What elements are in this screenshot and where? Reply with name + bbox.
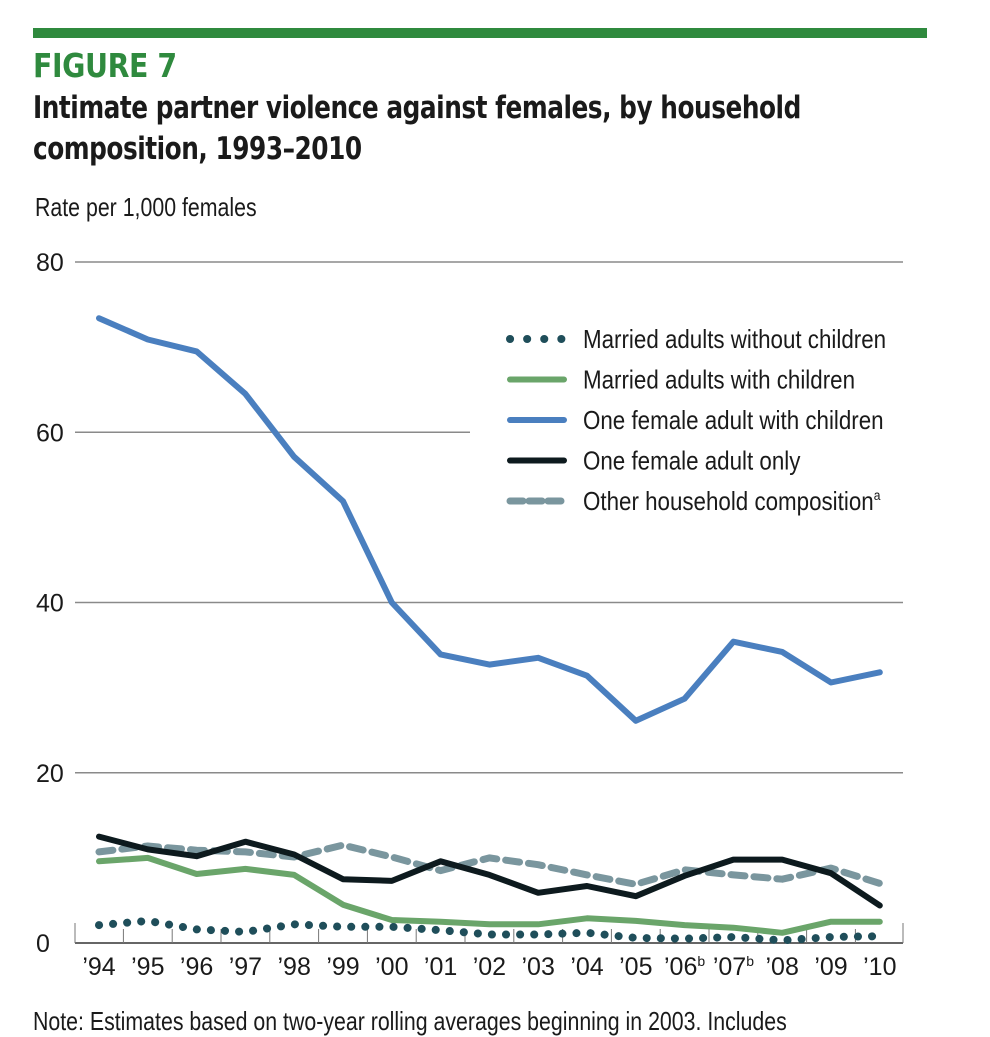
y-tick-label: 60: [36, 419, 64, 447]
x-tick-label: ’02: [473, 953, 506, 981]
x-tick-label: ’09: [814, 953, 847, 981]
legend-label: Other household compositiona: [583, 487, 881, 516]
y-tick-label: 40: [36, 590, 64, 618]
x-tick-label: ’10: [863, 953, 896, 981]
x-tick-superscript: b: [697, 953, 705, 969]
x-tick-label: ’05: [619, 953, 652, 981]
legend-item: Other household compositiona: [510, 487, 881, 516]
x-tick-label: ’06b: [664, 953, 705, 981]
legend-label: One female adult with children: [583, 406, 884, 435]
x-tick-superscript: b: [746, 953, 754, 969]
legend-item: One female adult with children: [510, 406, 884, 435]
y-tick-label: 20: [36, 760, 64, 788]
legend-label: Married adults without children: [583, 325, 886, 354]
x-tick-label: ’08: [766, 953, 799, 981]
x-tick-label: ’00: [375, 953, 408, 981]
x-tick-label: ’01: [424, 953, 457, 981]
x-tick-label: ’94: [82, 953, 115, 981]
x-axis-ticks: ’94 ’95 ’96 ’97 ’98 ’99 ’00 ’01 ’02 ’03 ’04 ’05 ’06b…: [82, 953, 896, 981]
x-tick-label: ’95: [131, 953, 164, 981]
legend-label: Married adults with children: [583, 366, 855, 395]
figure-note: Note: Estimates based on two-year rollin…: [33, 1006, 787, 1037]
legend-label: One female adult only: [583, 447, 801, 476]
y-tick-label: 80: [36, 249, 64, 277]
x-tick-label: ’99: [326, 953, 359, 981]
series-line-married-adults-with-children: [99, 858, 880, 933]
x-tick-label: ’96: [180, 953, 213, 981]
y-tick-label: 0: [36, 930, 50, 958]
x-tick-label: ’04: [570, 953, 603, 981]
x-tick-label: ’98: [278, 953, 311, 981]
legend-item: Married adults with children: [510, 366, 855, 395]
x-tick-label: ’97: [229, 953, 262, 981]
x-tick-label: ’07b: [713, 953, 754, 981]
legend-item: One female adult only: [510, 447, 801, 476]
legend: Married adults without children Married a…: [510, 325, 886, 516]
legend-item: Married adults without children: [510, 325, 886, 354]
x-tick-label: ’03: [522, 953, 555, 981]
legend-superscript: a: [874, 487, 881, 503]
y-axis-ticks: 0 20 40 60 80: [36, 249, 64, 958]
